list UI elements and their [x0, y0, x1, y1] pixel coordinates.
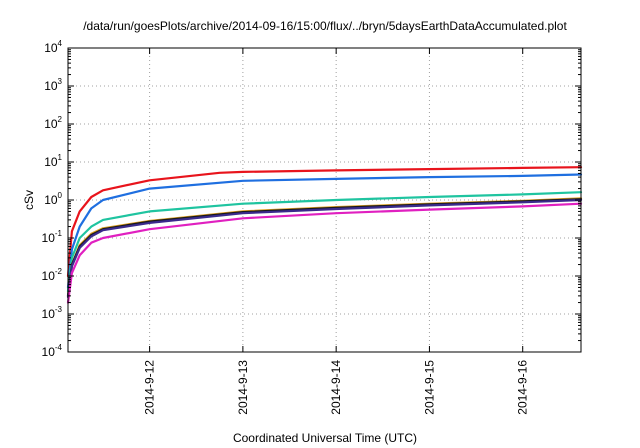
y-tick-label: 10-4 [42, 343, 63, 359]
y-axis-label: cSv [22, 190, 36, 210]
y-tick-label: 104 [44, 39, 62, 55]
series-line [66, 191, 583, 293]
series-line [66, 198, 583, 299]
x-axis-label: Coordinated Universal Time (UTC) [233, 431, 417, 445]
series-line [66, 202, 583, 304]
series-line [66, 173, 583, 289]
y-tick-label: 103 [44, 77, 62, 93]
series-line [66, 166, 583, 278]
y-tick-label: 10-2 [42, 267, 63, 283]
y-tick-label: 10-3 [42, 305, 63, 321]
axis-ticks [68, 47, 581, 353]
chart-title: /data/run/goesPlots/archive/2014-09-16/1… [83, 19, 567, 33]
x-tick-label: 2014-9-15 [422, 360, 436, 415]
y-tick-label: 102 [44, 115, 62, 131]
y-tick-label: 101 [44, 153, 62, 169]
x-tick-labels: 2014-9-12 2014-9-13 2014-9-14 2014-9-15 2014… [143, 360, 530, 415]
series-lines [66, 166, 583, 304]
y-tick-label: 10-1 [42, 229, 63, 245]
x-tick-label: 2014-9-14 [329, 360, 343, 415]
y-tick-labels: 10-4 10-3 10-2 10-1 100 101 102 103 104 [42, 39, 63, 359]
y-tick-label: 100 [44, 191, 62, 207]
x-tick-label: 2014-9-12 [143, 360, 157, 415]
x-tick-label: 2014-9-16 [516, 360, 530, 415]
x-tick-label: 2014-9-13 [236, 360, 250, 415]
